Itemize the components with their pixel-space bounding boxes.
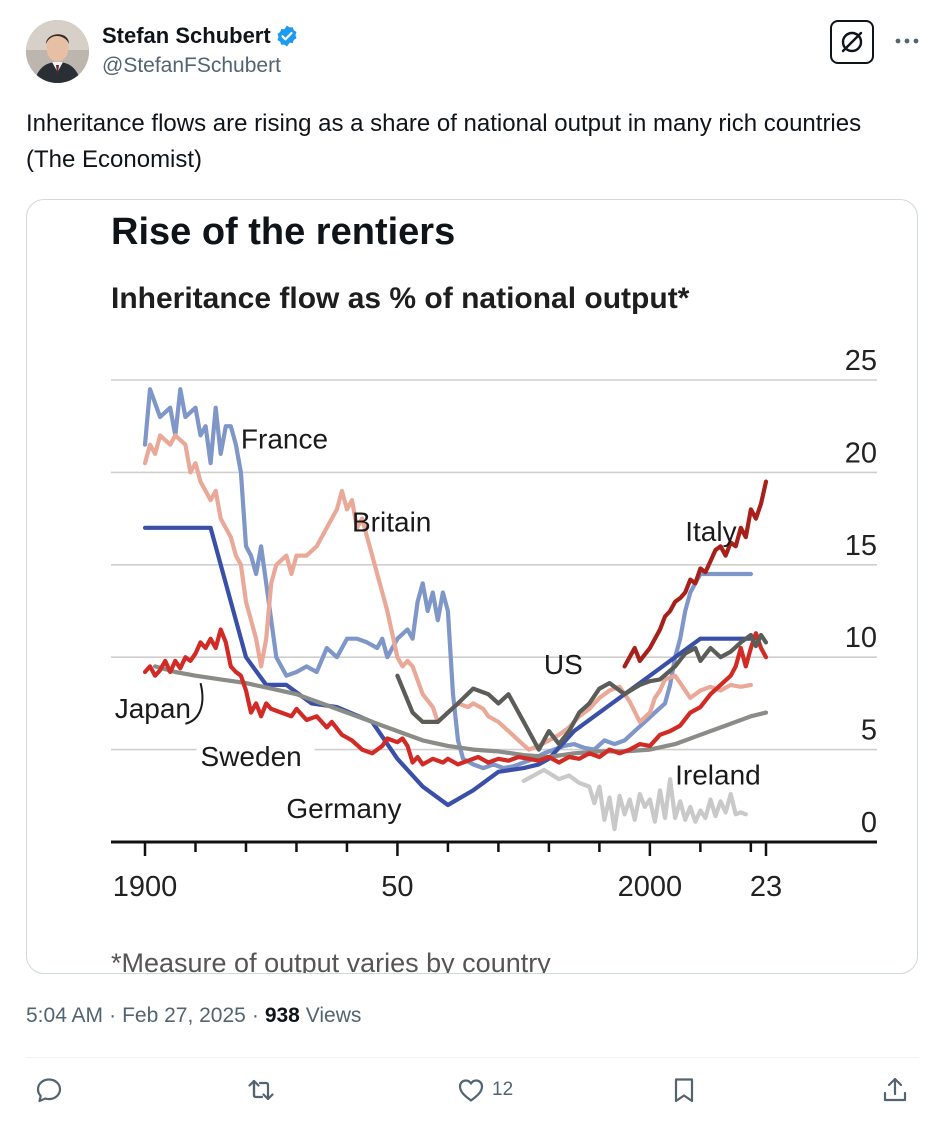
y-tick-label: 20 [845,437,877,469]
more-icon [895,38,919,44]
chart-x-axis: 1900 50 2000 23 [113,842,782,903]
chart-subtitle: Inheritance flow as % of national output… [111,282,690,315]
series-line-us [395,632,769,752]
tweet-media[interactable]: Rise of the rentiers Inheritance flow as… [26,199,918,974]
tweet-meta: 5:04 AM · Feb 27, 2025 · 938 Views [26,1004,361,1028]
series-label-france: France [241,423,328,454]
views-count: 938 [264,1004,300,1027]
chart-series-labels: France Britain Germany Japan Sweden US Ireland… [115,423,761,824]
reply-icon [36,1078,62,1103]
like-count: 12 [492,1079,514,1100]
series-label-japan: Japan [115,693,191,724]
y-tick-label: 25 [845,345,877,377]
label-background [196,740,315,775]
repost-icon [248,1079,274,1101]
y-tick-label: 10 [845,622,877,654]
tweet-text: Inheritance flows are rising as a share … [26,110,862,173]
tweet-actions: 12 [0,1075,945,1119]
series-line-france [142,387,753,771]
repost-button[interactable] [246,1075,282,1105]
series-line-japan [153,664,769,760]
y-tick-label: 5 [861,715,877,747]
divider [26,1057,919,1058]
like-icon [458,1079,484,1102]
chart: Rise of the rentiers Inheritance flow as… [111,211,877,974]
series-label-britain: Britain [352,507,431,538]
series-line-italy [622,479,769,669]
meta-separator: · [251,1004,259,1027]
x-tick-label: 2000 [618,871,683,903]
x-tick-label: 50 [381,871,413,903]
author-handle[interactable]: @StefanFSchubert [102,54,281,77]
y-tick-label: 0 [861,807,877,839]
series-line-britain [142,433,753,752]
series-label-ireland: Ireland [675,760,761,791]
author-name[interactable]: Stefan Schubert [102,23,271,48]
series-label-germany: Germany [286,793,401,824]
japan-leader-line [185,682,204,725]
share-button[interactable] [880,1075,910,1105]
chart-title: Rise of the rentiers [111,211,455,253]
y-tick-label: 15 [845,530,877,562]
avatar[interactable] [26,20,89,83]
series-line-sweden [142,627,769,767]
x-tick-label: 23 [750,871,782,903]
series-line-ireland [521,767,748,832]
series-label-us: US [544,649,583,680]
meta-separator: · [109,1004,117,1027]
tweet-date[interactable]: Feb 27, 2025 [122,1004,246,1027]
chart-series [142,387,769,832]
share-icon [883,1077,907,1102]
more-button[interactable] [892,26,922,56]
series-label-italy: Italy [685,516,736,547]
reply-button[interactable] [34,1075,70,1105]
bookmark-icon [674,1078,694,1103]
tweet-time[interactable]: 5:04 AM [26,1004,104,1027]
series-line-germany [142,525,753,808]
bookmark-button[interactable] [669,1075,705,1105]
grok-icon [841,31,863,53]
series-label-sweden: Sweden [201,741,302,772]
x-tick-label: 1900 [113,871,178,903]
tweet-header: Stefan Schubert @StefanFSchubert [26,20,926,84]
views-label: Views [305,1004,362,1027]
like-button[interactable]: 12 [456,1075,513,1105]
chart-footnote: *Measure of output varies by country [111,948,551,974]
grok-button[interactable] [830,20,874,64]
verified-icon [277,25,297,47]
